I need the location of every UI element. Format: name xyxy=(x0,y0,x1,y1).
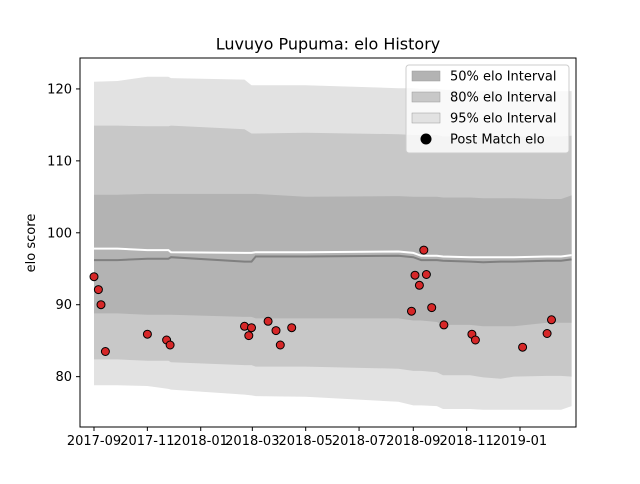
post-match-elo-point xyxy=(244,331,254,341)
x-tick-label: 2018-01 xyxy=(174,434,228,449)
post-match-elo-point xyxy=(410,270,420,280)
chart-title: Luvuyo Pupuma: elo History xyxy=(216,35,440,54)
y-tick-label: 110 xyxy=(47,154,72,169)
x-tick-label: 2018-03 xyxy=(225,434,279,449)
y-tick-label: 120 xyxy=(47,82,72,97)
post-match-elo-point xyxy=(407,306,416,316)
post-match-elo-point xyxy=(275,340,285,350)
legend-label: 80% elo Interval xyxy=(450,91,557,106)
x-tick-label: 2017-09 xyxy=(67,434,121,449)
y-tick-label: 80 xyxy=(55,370,72,385)
x-tick-label: 2018-09 xyxy=(386,434,440,449)
post-match-elo-point xyxy=(470,335,480,345)
post-match-elo-point xyxy=(427,303,437,313)
legend-marker xyxy=(420,133,432,145)
post-match-elo-point xyxy=(271,326,281,336)
legend-box xyxy=(405,64,570,154)
x-tick-label: 2018-05 xyxy=(279,434,333,449)
legend-label: 50% elo Interval xyxy=(450,70,557,85)
post-match-elo-point xyxy=(439,320,449,330)
post-match-elo-point xyxy=(263,316,273,326)
legend-swatch xyxy=(411,70,441,82)
post-match-elo-point xyxy=(421,270,431,279)
post-match-elo-point xyxy=(96,300,106,310)
axes-frame xyxy=(79,57,577,428)
post-match-elo-point xyxy=(287,323,297,333)
post-match-elo-point xyxy=(165,340,175,350)
legend-label: 95% elo Interval xyxy=(450,112,557,127)
x-tick-label: 2018-07 xyxy=(332,434,386,449)
post-match-elo-point xyxy=(518,342,528,352)
median-elo-line xyxy=(94,254,572,264)
post-match-elo-point xyxy=(93,285,103,295)
y-tick-label: 90 xyxy=(55,298,72,313)
post-match-elo-point xyxy=(542,329,552,338)
legend-label: Post Match elo xyxy=(450,133,545,148)
legend-swatch xyxy=(411,112,441,124)
plot-area xyxy=(89,76,572,410)
y-axis-label: elo score xyxy=(24,214,39,273)
post-match-elo-point xyxy=(414,280,424,290)
post-match-elo-point xyxy=(247,323,256,333)
post-match-elo-point xyxy=(419,245,429,255)
x-tick-label: 2018-11 xyxy=(439,434,493,449)
band-50-interval xyxy=(94,193,572,327)
post-match-elo-point xyxy=(89,272,99,282)
x-tick-label: 2017-11 xyxy=(120,434,174,449)
legend: 50% elo Interval 80% elo Interval 95% elo … xyxy=(405,64,570,154)
y-tick-label: 100 xyxy=(47,226,72,241)
x-tick-label: 2019-01 xyxy=(493,434,547,449)
legend-swatch xyxy=(411,91,441,103)
post-match-elo-point xyxy=(142,329,152,339)
post-match-elo-point xyxy=(547,315,556,325)
mean-elo-line xyxy=(94,247,572,259)
post-match-elo-point xyxy=(100,347,110,356)
